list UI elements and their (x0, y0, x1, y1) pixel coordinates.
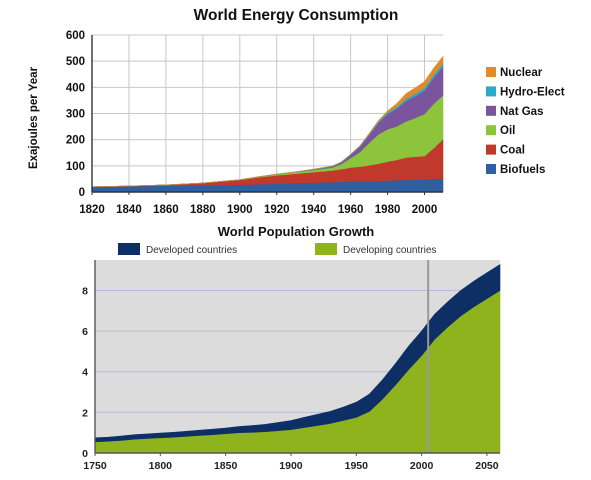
legend-swatch-coal (486, 144, 496, 155)
population-legend-label-developed-countries: Developed countries (146, 245, 237, 256)
population-series-developed-countries (94, 263, 501, 443)
population-x-tick-label: 1800 (149, 460, 173, 472)
population-x-ticks: 1750 1800 1850 1900 1950 2000 2050 (83, 453, 499, 472)
legend-swatch-oil (486, 125, 496, 136)
legend-label-nat-gas: Nat Gas (500, 106, 543, 118)
population-x-tick-label: 2000 (410, 460, 434, 472)
energy-series-nuclear (91, 55, 444, 188)
energy-y-ticks: 0 100 200 300 400 500 600 (66, 30, 85, 199)
energy-y-tick-label: 200 (66, 135, 85, 147)
energy-y-tick-label: 0 (79, 187, 85, 199)
energy-y-tick-label: 100 (66, 161, 85, 173)
legend-label-coal: Coal (500, 145, 525, 157)
population-x-tick-label: 1850 (214, 460, 238, 472)
legend-swatch-nat-gas (486, 105, 496, 116)
legend-label-oil: Oil (500, 125, 515, 137)
energy-x-tick-label: 2000 (412, 204, 438, 216)
energy-x-tick-label: 1900 (227, 204, 253, 216)
population-y-ticks: 0 2 4 6 8 (82, 285, 88, 460)
population-legend: Developed countries Developing countries (118, 243, 436, 256)
legend-swatch-biofuels (486, 164, 496, 174)
population-legend-swatch-developing-countries (315, 243, 337, 255)
energy-x-tick-label: 1940 (301, 204, 327, 216)
population-y-tick-label: 8 (82, 285, 88, 297)
energy-y-tick-label: 400 (66, 82, 85, 94)
population-x-tick-label: 1750 (83, 460, 107, 472)
population-x-tick-label: 1950 (345, 460, 369, 472)
energy-y-tick-label: 500 (66, 56, 85, 68)
population-x-tick-label: 1900 (279, 460, 303, 472)
legend-label-biofuels: Biofuels (500, 164, 545, 176)
energy-x-ticks: 1820 1840 1860 1880 1900 1920 1940 1960 1980 2000 (79, 192, 437, 216)
population-y-tick-label: 0 (82, 448, 88, 460)
energy-y-tick-label: 600 (66, 30, 85, 42)
energy-x-tick-label: 1820 (79, 204, 105, 216)
legend-swatch-hydro-elect (486, 86, 496, 97)
energy-y-axis-label: Exajoules per Year (28, 66, 40, 169)
energy-areas (91, 55, 444, 193)
population-chart-title: World Population Growth (218, 224, 375, 239)
population-legend-label-developing-countries: Developing countries (343, 245, 436, 256)
population-y-tick-label: 6 (82, 326, 88, 338)
population-x-tick-label: 2050 (475, 460, 499, 472)
energy-axes (91, 35, 443, 193)
energy-x-tick-label: 1960 (338, 204, 364, 216)
legend-label-nuclear: Nuclear (500, 67, 543, 79)
legend-label-hydro-elect: Hydro-Elect (500, 86, 565, 98)
population-legend-swatch-developed-countries (118, 243, 140, 255)
energy-grid (91, 34, 443, 193)
energy-legend: Nuclear Hydro-Elect Nat Gas Oil Coal Biofuels (486, 67, 565, 176)
energy-x-tick-label: 1920 (264, 204, 290, 216)
energy-x-tick-label: 1840 (116, 204, 142, 216)
energy-x-tick-label: 1860 (153, 204, 179, 216)
energy-x-tick-label: 1880 (190, 204, 216, 216)
population-y-tick-label: 2 (82, 407, 88, 419)
population-axes (94, 260, 500, 454)
energy-x-tick-label: 1980 (375, 204, 401, 216)
energy-chart-title: World Energy Consumption (194, 7, 399, 24)
energy-y-tick-label: 300 (66, 109, 85, 121)
legend-swatch-nuclear (486, 67, 496, 77)
population-y-tick-label: 4 (82, 367, 88, 379)
